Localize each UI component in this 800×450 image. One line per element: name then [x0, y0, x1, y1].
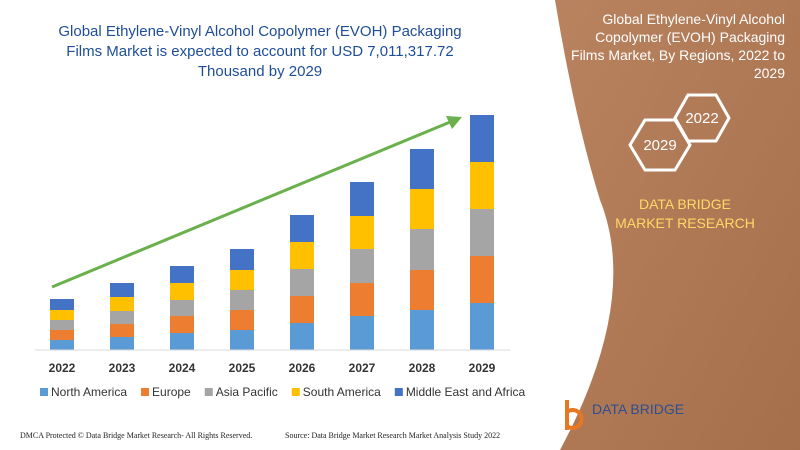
hexagon-label: 2022 [685, 110, 718, 127]
bar-segment [350, 216, 374, 249]
bar-segment [290, 296, 314, 323]
bar-segment [50, 330, 74, 340]
bar-segment [350, 182, 374, 216]
bar-segment [170, 266, 194, 283]
hexagon-label: 2029 [643, 137, 676, 154]
bar-segment [50, 320, 74, 330]
legend-swatch [394, 388, 403, 396]
bar-segment [170, 316, 194, 333]
bar-segment [170, 300, 194, 316]
side-title: Global Ethylene-Vinyl Alcohol Copolymer … [571, 11, 785, 81]
bar-segment [230, 330, 254, 350]
footer-right: Source: Data Bridge Market Research Mark… [285, 431, 500, 440]
x-tick-label: 2028 [409, 361, 436, 375]
bar-segment [230, 310, 254, 330]
bar-segment [350, 283, 374, 316]
bar-segment [290, 269, 314, 296]
x-tick-label: 2029 [469, 361, 496, 375]
legend-label: Europe [152, 385, 191, 399]
bar-segment [290, 323, 314, 350]
bar-segment [230, 249, 254, 270]
x-tick-label: 2022 [49, 361, 76, 375]
trend-arrow [51, 118, 456, 289]
chart-title: Global Ethylene-Vinyl Alcohol Copolymer … [58, 23, 462, 80]
footer-left: DMCA Protected © Data Bridge Market Rese… [20, 431, 252, 440]
brand: DATA BRIDGE MARKET RESEARCH [615, 196, 755, 231]
x-tick-label: 2025 [229, 361, 256, 375]
legend-swatch [40, 388, 48, 396]
bar-segment [230, 270, 254, 290]
bar-segment [50, 299, 74, 310]
x-tick-label: 2027 [349, 361, 376, 375]
bar-segment [350, 316, 374, 350]
legend-swatch [291, 388, 300, 396]
hexagon [673, 93, 731, 143]
arrow-head [446, 116, 462, 129]
bar-segment [110, 283, 134, 297]
bar-segment [170, 333, 194, 350]
legend-label: Middle East and Africa [406, 385, 526, 399]
bar-segment [470, 303, 494, 350]
legend-label: South America [303, 385, 381, 399]
legend-swatch [204, 388, 213, 396]
bar-segment [410, 270, 434, 310]
bar-segment [470, 256, 494, 303]
hexagon [628, 118, 692, 172]
bar-segment [110, 324, 134, 337]
side-panel [555, 0, 800, 450]
logo: DATA BRIDGE [565, 400, 684, 430]
bar-segment [110, 297, 134, 311]
bar-segment [410, 229, 434, 270]
bar-segment [410, 189, 434, 229]
bar-segment [110, 311, 134, 324]
bar-segment [410, 149, 434, 189]
bar-segment [50, 340, 74, 350]
bar-segment [470, 162, 494, 209]
bar-segment [470, 209, 494, 256]
bar-segment [50, 310, 74, 320]
x-tick-label: 2026 [289, 361, 316, 375]
bar-segment [230, 290, 254, 310]
bar-segment [290, 215, 314, 242]
x-tick-label: 2023 [109, 361, 136, 375]
bar-segment [110, 337, 134, 350]
legend-label: Asia Pacific [216, 385, 278, 399]
bar-segment [410, 310, 434, 350]
bar-segment [170, 283, 194, 300]
legend-swatch [141, 388, 150, 396]
bar-segment [350, 249, 374, 283]
x-tick-label: 2024 [169, 361, 196, 375]
logo-text: DATA BRIDGE [592, 401, 684, 417]
bar-segment [290, 242, 314, 269]
legend-label: North America [51, 385, 127, 399]
bar-segment [470, 115, 494, 162]
